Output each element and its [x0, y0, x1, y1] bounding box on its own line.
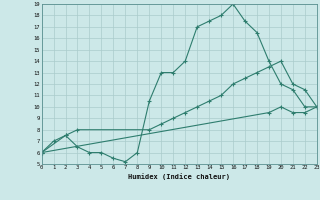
X-axis label: Humidex (Indice chaleur): Humidex (Indice chaleur): [128, 173, 230, 180]
